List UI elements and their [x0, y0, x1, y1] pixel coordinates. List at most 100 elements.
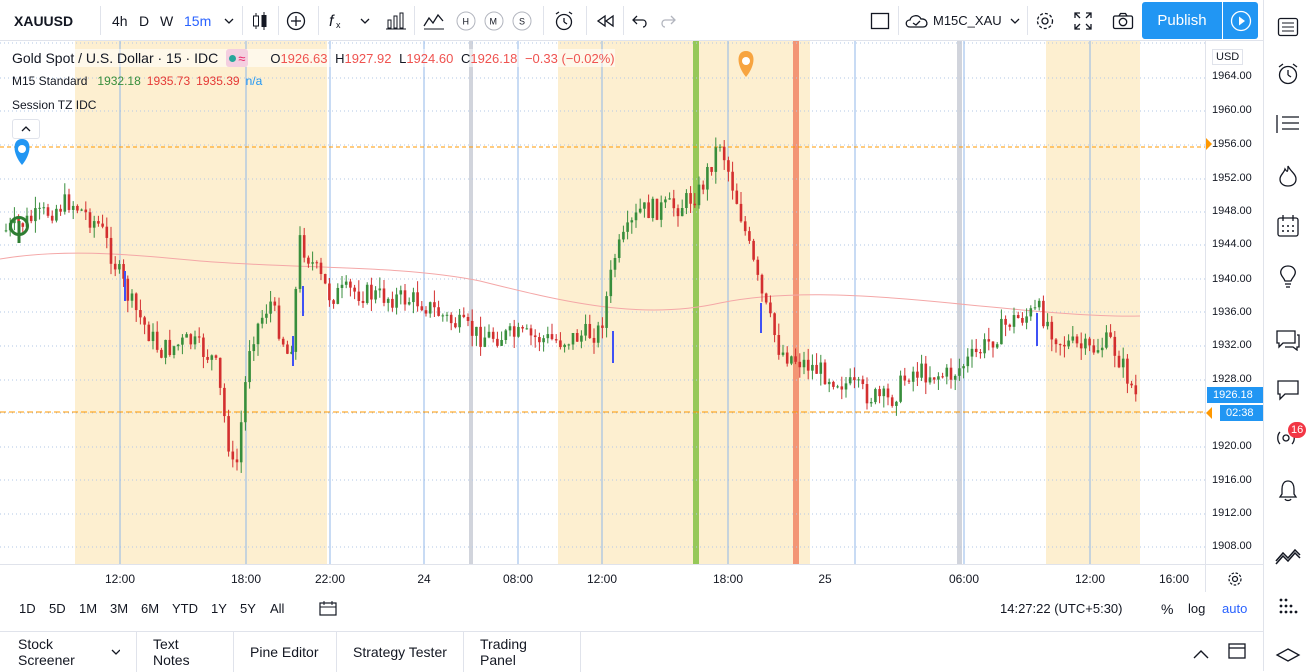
clock-timezone[interactable]: 14:27:22 (UTC+5:30): [1000, 601, 1123, 616]
alert-clock-icon[interactable]: [552, 0, 576, 41]
range-button-1d[interactable]: 1D: [19, 601, 36, 616]
candle-body: [105, 226, 109, 238]
currency-label[interactable]: USD: [1212, 49, 1244, 65]
percent-toggle[interactable]: %: [1161, 601, 1174, 617]
candle-body: [21, 223, 25, 227]
redo-icon[interactable]: [658, 0, 678, 41]
candle-body: [798, 361, 802, 368]
candles-icon[interactable]: [250, 0, 270, 41]
candle-body: [76, 205, 79, 211]
data-window-icon[interactable]: [1264, 106, 1311, 142]
chart-pane[interactable]: Gold Spot / U.S. Dollar · 15 · IDC ≈ O19…: [0, 41, 1205, 564]
messages-icon[interactable]: [1264, 372, 1311, 408]
candle-body: [987, 339, 991, 342]
candle-body: [991, 341, 995, 348]
indicator-legend-2[interactable]: Session TZ IDC: [12, 98, 96, 112]
chats-icon[interactable]: [1264, 322, 1311, 358]
auto-toggle[interactable]: auto: [1222, 601, 1248, 616]
candle-body: [1050, 321, 1054, 340]
interval-4h[interactable]: 4h: [112, 12, 128, 29]
candle-body: [92, 221, 96, 228]
tab-pine-editor[interactable]: Pine Editor: [234, 632, 337, 672]
financials-icon[interactable]: [385, 0, 407, 41]
watchlist-icon[interactable]: [1264, 9, 1311, 45]
chevron-down-icon[interactable]: [1008, 0, 1022, 41]
indicator-legend-1[interactable]: M15 Standard 1932.18 1935.73 1935.39 n/a: [12, 74, 262, 88]
interval-w[interactable]: W: [160, 12, 174, 29]
publish-button[interactable]: Publish: [1142, 2, 1222, 39]
range-button-1m[interactable]: 1M: [79, 601, 98, 616]
chevron-down-icon[interactable]: [222, 0, 236, 41]
add-compare-icon[interactable]: [285, 0, 307, 41]
tab-text-notes[interactable]: Text Notes: [137, 632, 234, 672]
svg-text:x: x: [336, 20, 341, 30]
tab-label: Stock Screener: [18, 636, 75, 668]
m-circle-icon[interactable]: M: [483, 0, 505, 41]
hotlist-icon[interactable]: [1264, 158, 1311, 194]
calendar-icon[interactable]: [1264, 208, 1311, 244]
alarm-clock-icon[interactable]: [1264, 56, 1311, 92]
candle-body: [63, 194, 67, 212]
candle-body: [706, 166, 709, 190]
range-button-3m[interactable]: 3M: [110, 601, 129, 616]
candle-body: [508, 326, 512, 331]
gear-icon[interactable]: [1034, 0, 1056, 41]
price-axis[interactable]: USD 1964.00 1960.00 1956.00 1952.00 1948.00 1…: [1205, 41, 1263, 564]
notifications-bell-icon[interactable]: [1264, 472, 1311, 508]
log-toggle[interactable]: log: [1188, 601, 1206, 616]
chevron-down-icon[interactable]: [358, 0, 372, 41]
h-circle-icon[interactable]: H: [455, 0, 477, 41]
fullscreen-layout-icon[interactable]: [869, 0, 891, 41]
range-button-1y[interactable]: 1Y: [211, 601, 227, 616]
candle-body: [806, 359, 810, 371]
layout-name[interactable]: M15C_XAU: [933, 13, 1002, 28]
go-to-date-icon[interactable]: [319, 600, 337, 621]
tab-strategy-tester[interactable]: Strategy Tester: [337, 632, 464, 672]
cloud-save-icon[interactable]: [903, 0, 931, 41]
interval-15m[interactable]: 15m: [184, 12, 212, 29]
range-button-5d[interactable]: 5D: [49, 601, 66, 616]
chart-settings-gear[interactable]: [1205, 564, 1263, 592]
candle-body: [231, 451, 235, 460]
candle-body: [752, 240, 755, 260]
candle-body: [223, 387, 226, 417]
symbol-description[interactable]: Gold Spot / U.S. Dollar · 15 · IDC: [12, 50, 219, 66]
chevron-up-icon[interactable]: [1193, 646, 1209, 664]
dom-icon[interactable]: [1264, 590, 1311, 626]
tab-stock-screener[interactable]: Stock Screener: [0, 632, 137, 672]
interval-d[interactable]: D: [139, 12, 150, 29]
replay-icon[interactable]: [594, 0, 616, 41]
candle-body: [920, 363, 923, 378]
candlestick-chart[interactable]: [0, 41, 1205, 564]
templates-icon[interactable]: [423, 0, 445, 41]
candle-body: [84, 209, 88, 213]
s-circle-icon[interactable]: S: [511, 0, 533, 41]
ideas-lightbulb-icon[interactable]: [1264, 258, 1311, 294]
candle-body: [643, 202, 646, 209]
order-panel-icon[interactable]: [1264, 538, 1311, 574]
range-button-5y[interactable]: 5Y: [240, 601, 256, 616]
tab-trading-panel[interactable]: Trading Panel: [464, 632, 581, 672]
maximize-panel-icon[interactable]: [1228, 643, 1246, 664]
candle-body: [895, 401, 898, 406]
fullscreen-icon[interactable]: [1072, 0, 1094, 41]
time-tick-label: 12:00: [104, 572, 136, 586]
layers-icon[interactable]: [1264, 640, 1311, 670]
candle-body: [462, 314, 466, 317]
range-button-ytd[interactable]: YTD: [172, 601, 198, 616]
candle-body: [122, 264, 125, 279]
undo-icon[interactable]: [630, 0, 650, 41]
candle-body: [840, 386, 844, 390]
collapse-legend-button[interactable]: [12, 119, 40, 139]
range-button-6m[interactable]: 6M: [141, 601, 160, 616]
range-button-all[interactable]: All: [270, 601, 285, 616]
candle-body: [962, 366, 965, 369]
time-axis[interactable]: 12:00 18:00 22:00 24 08:00 12:00 18:00 25 06:00 1…: [0, 564, 1205, 592]
alert-marker-icon: [1206, 407, 1212, 419]
play-icon[interactable]: [1223, 2, 1258, 39]
camera-icon[interactable]: [1111, 0, 1135, 41]
streams-icon[interactable]: 16: [1264, 420, 1311, 456]
symbol-search[interactable]: XAUUSD: [14, 12, 74, 29]
market-open-dot-icon: [229, 54, 237, 62]
